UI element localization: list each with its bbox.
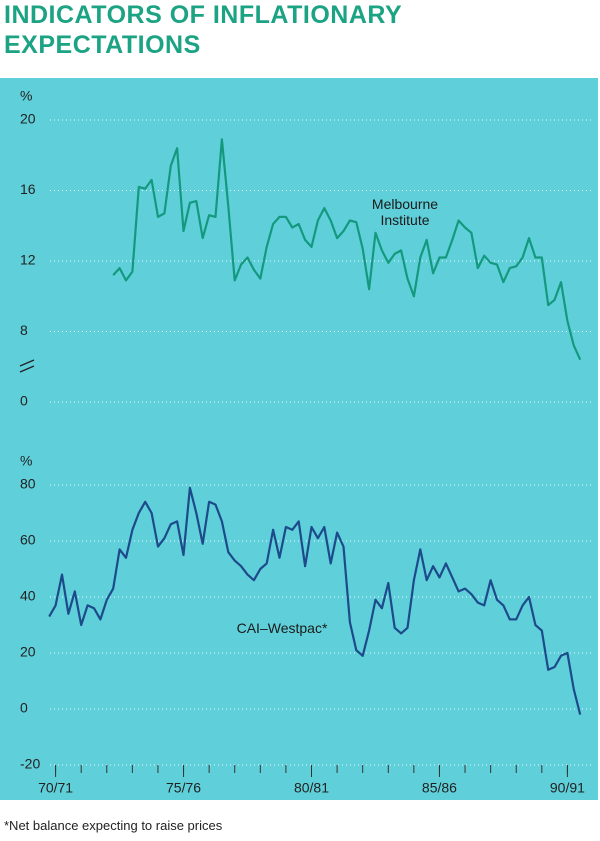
y-tick-label: 40 [20,588,36,604]
series-label: CAI–Westpac* [236,620,328,636]
y-tick-label: 0 [20,700,28,716]
y-tick-label: 12 [20,252,36,268]
y-tick-label: 20 [20,644,36,660]
series-label: Melbourne Institute [371,196,439,228]
series-line [48,486,582,715]
axis-break [19,359,35,373]
title-line: INDICATORS OF INFLATIONARY [4,1,403,29]
footnote: *Net balance expecting to raise prices [4,818,223,833]
y-tick-label: 16 [20,181,36,197]
x-tick-label: 70/71 [38,780,73,796]
x-tick-label: 85/86 [422,780,457,796]
y-unit: % [20,453,32,469]
x-tick-label: 90/91 [550,780,585,796]
x-tick-label: 80/81 [294,780,329,796]
chart-background [0,78,598,800]
y-tick-label: 80 [20,476,36,492]
y-tick-label: 60 [20,532,36,548]
title: INDICATORS OF INFLATIONARY EXPECTATIONS [4,0,402,60]
y-tick-label: -20 [20,756,40,772]
y-tick-label: 0 [20,393,28,409]
y-unit: % [20,88,32,104]
y-tick-label: 20 [20,111,36,127]
x-tick-label: 75/76 [166,780,201,796]
y-tick-label: 8 [20,322,28,338]
title-line: EXPECTATIONS [4,31,201,59]
series-line [112,138,582,361]
